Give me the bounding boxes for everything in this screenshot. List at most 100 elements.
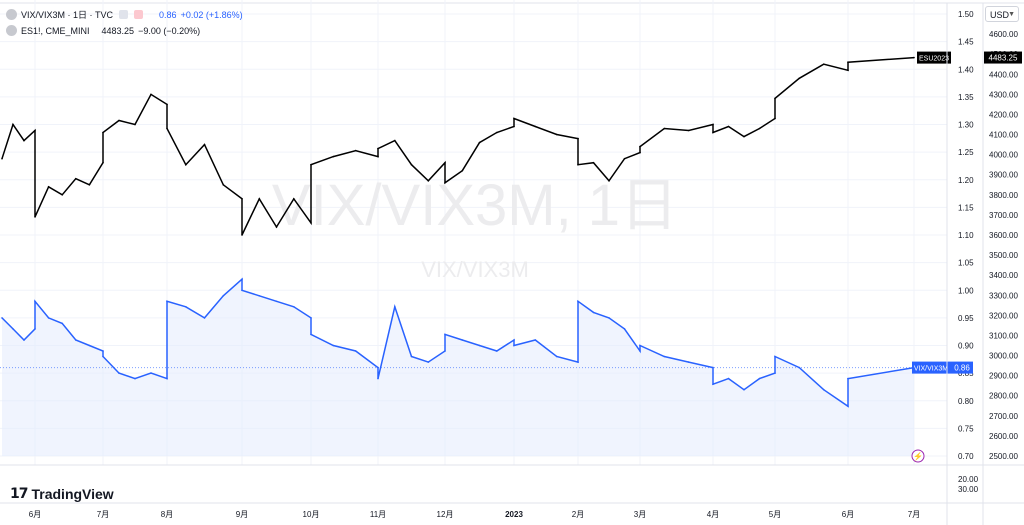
vix-area [2, 279, 914, 456]
right-axis-tick: 3000.00 [989, 352, 1018, 361]
es-point [394, 139, 396, 142]
vix-point [150, 372, 152, 374]
middle-axis-tick: 1.35 [958, 93, 974, 102]
right-axis-tick: 3400.00 [989, 271, 1018, 280]
vix-last-value: 0.86 [954, 364, 970, 373]
middle-axis-tick: 0.75 [958, 424, 974, 433]
legend-main-value: 0.86 [159, 9, 177, 20]
es-point [47, 186, 50, 188]
legend-overlay[interactable]: ES1!, CME_MINI 4483.25 −9.00 (−0.20%) [6, 25, 200, 36]
vix-point [258, 295, 261, 297]
right-axis-tick: 4400.00 [989, 70, 1018, 79]
es-point [461, 169, 464, 172]
es-point [798, 77, 801, 80]
es-point [758, 127, 761, 130]
right-axis-tick: 3200.00 [989, 311, 1018, 320]
vix-point [712, 383, 714, 386]
vix-point [513, 339, 515, 341]
middle-axis-tick: 0.90 [958, 342, 974, 351]
vix-point [241, 289, 243, 292]
es-point [427, 180, 430, 182]
es-point [534, 125, 537, 128]
legend-overlay-symbol[interactable]: ES1!, CME_MINI [21, 25, 90, 36]
right-axis-tick: 3100.00 [989, 331, 1018, 340]
vix-point [639, 344, 641, 347]
es-point [61, 194, 63, 196]
legend-main[interactable]: VIX/VIX3M · 1日 · TVC 0.86 +0.02 (+1.86%) [6, 8, 243, 21]
right-axis-tick: 2500.00 [989, 452, 1018, 461]
es-point [75, 177, 77, 180]
es-point [166, 127, 168, 130]
x-axis-tick: 2023 [505, 510, 523, 519]
es-point [822, 63, 825, 65]
vix-point [496, 350, 498, 352]
middle-axis-tick: 1.15 [958, 203, 974, 212]
vix-point [774, 355, 776, 358]
es-point [743, 135, 745, 138]
vix-point [478, 344, 481, 347]
vix-point [102, 350, 104, 352]
es-point [639, 145, 641, 148]
legend-main-change: +0.02 (+1.86%) [180, 9, 243, 20]
currency-selector[interactable]: USD ▼ [985, 6, 1019, 22]
vix-point [444, 333, 446, 336]
es-point [577, 163, 579, 166]
middle-axis-tick: 1.20 [958, 176, 974, 185]
middle-axis-tick: 0.80 [958, 397, 974, 406]
right-axis-tick: 2700.00 [989, 412, 1018, 421]
es-point [134, 123, 136, 126]
es-point [34, 129, 36, 132]
vix-point [12, 328, 14, 330]
right-axis-tick: 4300.00 [989, 90, 1018, 99]
vix-point [203, 317, 206, 319]
es-last-badge [984, 51, 1022, 64]
x-axis-tick: 2月 [572, 510, 584, 519]
vix-point [847, 377, 849, 380]
x-axis-tick: 8月 [161, 510, 173, 519]
eye-icon[interactable] [119, 10, 129, 19]
vix-point [513, 344, 515, 347]
x-axis-tick: 11月 [370, 510, 386, 519]
close-icon[interactable] [134, 10, 144, 19]
es-point [354, 149, 357, 152]
es-point [310, 163, 312, 166]
vix-point [608, 317, 610, 319]
tradingview-logo[interactable]: 17 TradingView [10, 486, 114, 502]
middle-axis-tick: 1.00 [958, 286, 974, 295]
x-axis-tick: 3月 [634, 510, 646, 519]
x-axis-tick: 6月 [842, 510, 854, 519]
symbol-logo-icon [6, 9, 17, 20]
flash-icon-glyph: ⚡ [913, 451, 923, 461]
vix-point [687, 361, 690, 363]
es-point [118, 119, 120, 122]
right-axis-tick: 4100.00 [989, 131, 1018, 140]
vix-point [427, 361, 430, 363]
vix-point [34, 328, 36, 330]
middle-axis-tick: 1.30 [958, 121, 974, 130]
vix-point [592, 311, 595, 314]
legend-main-symbol[interactable]: VIX/VIX3M · 1日 · TVC [21, 10, 114, 20]
vix-point [310, 317, 312, 319]
vix-point [88, 344, 91, 347]
watermark-big: VIX/VIX3M, 1日 [272, 173, 678, 238]
es-point [102, 131, 104, 134]
vix-point [377, 377, 379, 380]
x-axis-tick: 7月 [97, 510, 109, 519]
vix-point [743, 388, 745, 391]
es-point [410, 163, 413, 166]
es-point [166, 103, 168, 106]
vix-point [354, 350, 357, 352]
vix-point [534, 339, 537, 341]
es-point [275, 226, 278, 228]
vix-point [410, 355, 413, 358]
currency-label: USD [990, 10, 1010, 20]
vix-point [332, 344, 335, 347]
vix-point [461, 339, 464, 341]
es-point [258, 198, 261, 200]
es-point [712, 123, 714, 126]
middle-axis-tick: 1.40 [958, 65, 974, 74]
brand-name: TradingView [31, 486, 114, 502]
es-point [774, 117, 776, 120]
watermark-small: VIX/VIX3M [421, 257, 529, 282]
